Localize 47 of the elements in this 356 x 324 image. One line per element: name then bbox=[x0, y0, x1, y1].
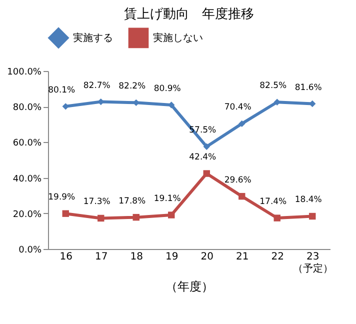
point bbox=[203, 143, 210, 150]
data-label: 42.4% bbox=[189, 152, 216, 163]
y-tick-label: 60.0% bbox=[12, 138, 42, 149]
data-label: 17.8% bbox=[118, 196, 146, 206]
y-tick-label: 100.0% bbox=[7, 68, 42, 78]
data-label: 17.4% bbox=[260, 197, 287, 208]
data-label: 19.1% bbox=[154, 194, 181, 204]
data-label: 19.9% bbox=[48, 192, 76, 203]
y-tick-label: 0.0% bbox=[18, 246, 42, 256]
data-label: 70.4% bbox=[224, 102, 252, 113]
x-tick-label: 20 bbox=[200, 252, 214, 262]
data-label: 17.3% bbox=[83, 197, 110, 208]
data-label: 80.1% bbox=[48, 85, 76, 96]
data-label: 82.5% bbox=[260, 81, 287, 92]
x-tick-label: 17 bbox=[95, 252, 108, 262]
legend-label: 実施する bbox=[73, 32, 113, 44]
point bbox=[238, 120, 246, 128]
x-tick-label: 18 bbox=[130, 252, 143, 262]
point bbox=[309, 212, 316, 220]
chart-title: 賃上げ動向 年度推移 bbox=[124, 6, 254, 22]
point bbox=[98, 214, 104, 222]
x-axis-title: （年度） bbox=[166, 280, 214, 294]
point bbox=[132, 214, 140, 221]
y-tick-label: 20.0% bbox=[12, 210, 42, 220]
data-label: 29.6% bbox=[224, 175, 252, 186]
x-tick-label: 16 bbox=[60, 252, 72, 262]
legend-label: 実施しない bbox=[153, 32, 203, 44]
y-tick-label: 80.0% bbox=[12, 103, 42, 114]
point bbox=[168, 212, 175, 218]
point bbox=[309, 100, 316, 108]
x-tick-label: 19 bbox=[166, 252, 178, 262]
y-tick-label: 40.0% bbox=[12, 174, 42, 184]
point bbox=[274, 214, 280, 222]
x-tick-label: 21 bbox=[236, 252, 249, 262]
point bbox=[168, 102, 175, 108]
data-label: 18.4% bbox=[294, 195, 322, 206]
x-tick-label: 22 bbox=[271, 252, 284, 262]
x-tick-label: 23 （予定） bbox=[292, 252, 333, 274]
data-label: 80.9% bbox=[154, 84, 181, 94]
point bbox=[203, 170, 210, 177]
point bbox=[62, 210, 69, 217]
data-label: 82.2% bbox=[118, 82, 146, 92]
data-label: 81.6% bbox=[294, 82, 322, 93]
data-label: 82.7% bbox=[83, 80, 110, 91]
point bbox=[238, 192, 246, 200]
point bbox=[62, 103, 69, 110]
point bbox=[274, 98, 280, 106]
